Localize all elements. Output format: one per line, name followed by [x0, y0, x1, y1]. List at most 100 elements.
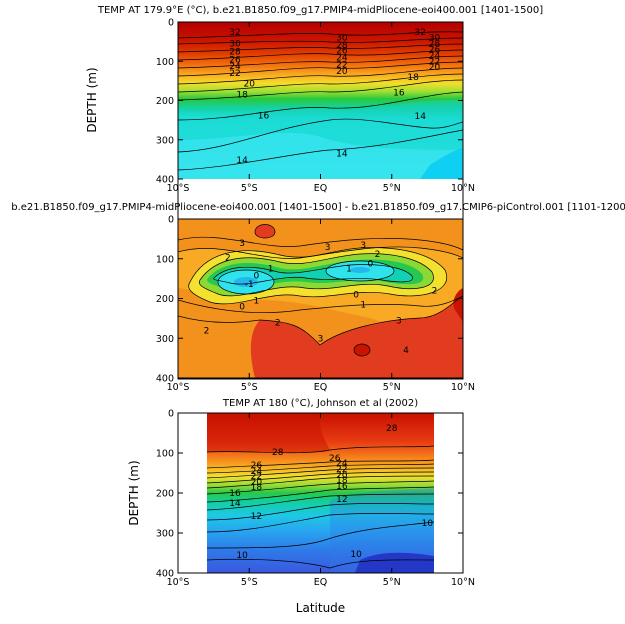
panel-2-x-tick-label: 5°N: [383, 382, 401, 393]
contour-label: 20: [336, 67, 348, 77]
panel-3-x-tick-label: 10°S: [167, 577, 190, 588]
contour-label: 24: [336, 459, 348, 469]
panel-2-y-tick-label: 200: [156, 294, 174, 305]
panel-3-y-tick-label: 300: [156, 529, 174, 540]
panel-3-x-tick-label: EQ: [314, 577, 327, 588]
panel-1-field: [178, 22, 463, 179]
contour-label: 18: [336, 476, 348, 486]
panel-3-axes: 10°S 5°S EQ 5°N 10°N 0 100 200 300 400: [156, 409, 475, 589]
panel-2-x-tick-label: 10°S: [167, 382, 190, 393]
panel-2-y-tick-label: 400: [156, 374, 174, 385]
panel-3-ylabel: DEPTH (m): [127, 460, 141, 525]
panel-2-y-tick-label: 300: [156, 334, 174, 345]
contour-label: 3: [396, 316, 402, 326]
contour-label: 4: [403, 346, 409, 356]
panel-3-y-tick-label: 100: [156, 449, 174, 460]
panel-1-x-tick-label: 10°N: [451, 183, 475, 194]
contour-label: 16: [258, 111, 270, 121]
panel-3-field: [207, 413, 434, 573]
contour-label: 2: [225, 254, 231, 264]
contour-label: 0: [239, 302, 245, 312]
contour-label: 0: [254, 271, 260, 281]
contour-label: 2: [375, 250, 381, 260]
contour-label: 16: [336, 482, 348, 492]
contour-label: 28: [429, 40, 441, 50]
contour-label: 26: [329, 454, 341, 464]
contour-label: 26: [429, 45, 441, 55]
contour-label: 1: [346, 265, 352, 275]
panel-1-y-tick-label: 200: [156, 96, 174, 107]
panel-1-y-tick-label: 400: [156, 175, 174, 186]
panel-1-y-tick-label: 100: [156, 57, 174, 68]
panel-1: TEMP AT 179.9°E (°C), b.e21.B1850.f09_g1…: [85, 5, 543, 380]
panel-2: b.e21.B1850.f09_g17.PMIP4-midPliocene-eo…: [11, 202, 625, 393]
panel-3-y-tick-label: 400: [156, 569, 174, 580]
panel-3-x-tick-label: 5°S: [241, 577, 258, 588]
contour-label: 24: [251, 467, 263, 477]
contour-label: 28: [336, 41, 348, 51]
contour-label: 0: [368, 260, 374, 270]
panel-1-y-tick-label: 0: [168, 18, 174, 29]
contour-label: 22: [251, 472, 262, 482]
contour-label: 24: [229, 62, 241, 72]
panel-2-contours: [178, 224, 463, 357]
contour-label: 2: [204, 326, 210, 336]
contour-label: 30: [429, 34, 441, 44]
contour-label: 16: [393, 89, 405, 99]
panel-2-x-tick-label: EQ: [314, 382, 327, 393]
contour-label: 24: [429, 51, 441, 61]
panel-3-x-tick-label: 5°N: [383, 577, 401, 588]
contour-label: 30: [336, 34, 348, 44]
contour-label: 2: [275, 318, 281, 328]
contour-label: 1: [268, 265, 274, 275]
contour-label: 22: [229, 69, 240, 79]
contour-label: 18: [251, 483, 263, 493]
panel-1-y-tick-label: 300: [156, 135, 174, 146]
contour-label: 22: [429, 57, 440, 67]
panel-1-contours: [178, 31, 463, 171]
contour-label: 32: [229, 28, 240, 38]
contour-label: 3: [318, 334, 324, 344]
panel-1-title: TEMP AT 179.9°E (°C), b.e21.B1850.f09_g1…: [97, 5, 543, 16]
contour-label: 28: [229, 47, 241, 57]
contour-label: 22: [336, 60, 347, 70]
contour-label: 2: [432, 287, 438, 297]
contour-label: -1: [245, 280, 254, 290]
contour-label: 14: [229, 499, 241, 509]
contour-label: 14: [415, 112, 427, 122]
panel-1-axes: 10°S 5°S EQ 5°N 10°N 0 100 200 300 400: [156, 18, 475, 195]
panel-2-y-tick-label: 0: [168, 215, 174, 226]
contour-label: 14: [336, 149, 348, 159]
contour-label: 24: [336, 53, 348, 63]
contour-label: 0: [353, 291, 359, 301]
contour-label: 10: [422, 519, 434, 529]
contour-label: 26: [251, 461, 263, 471]
contour-label: 18: [236, 91, 248, 101]
panel-3-title: TEMP AT 180 (°C), Johnson et al (2002): [222, 398, 418, 409]
contour-label: 10: [236, 551, 248, 561]
panel-3-x-tick-label: 10°N: [451, 577, 475, 588]
panel-1-ylabel: DEPTH (m): [85, 67, 99, 132]
contour-label: 1: [254, 296, 260, 306]
contour-label: 20: [244, 80, 256, 90]
contour-label: 3: [239, 239, 245, 249]
panel-3-contours: [206, 445, 435, 569]
contour-label: 12: [251, 512, 262, 522]
contour-label: 30: [229, 40, 241, 50]
contour-label: 3: [360, 241, 366, 251]
panel-2-title: b.e21.B1850.f09_g17.PMIP4-midPliocene-eo…: [11, 202, 625, 213]
contour-label: 22: [336, 465, 347, 475]
contour-label: 12: [336, 495, 347, 505]
panel-1-x-tick-label: EQ: [314, 183, 327, 194]
panel-3-y-tick-label: 200: [156, 489, 174, 500]
panel-3: TEMP AT 180 (°C), Johnson et al (2002) D…: [127, 398, 475, 615]
panel-1-x-tick-label: 5°N: [383, 183, 401, 194]
panel-2-x-tick-label: 5°S: [241, 382, 258, 393]
x-axis-title: Latitude: [296, 601, 345, 615]
contour-label: 3: [325, 243, 331, 253]
contour-label: 20: [336, 471, 348, 481]
